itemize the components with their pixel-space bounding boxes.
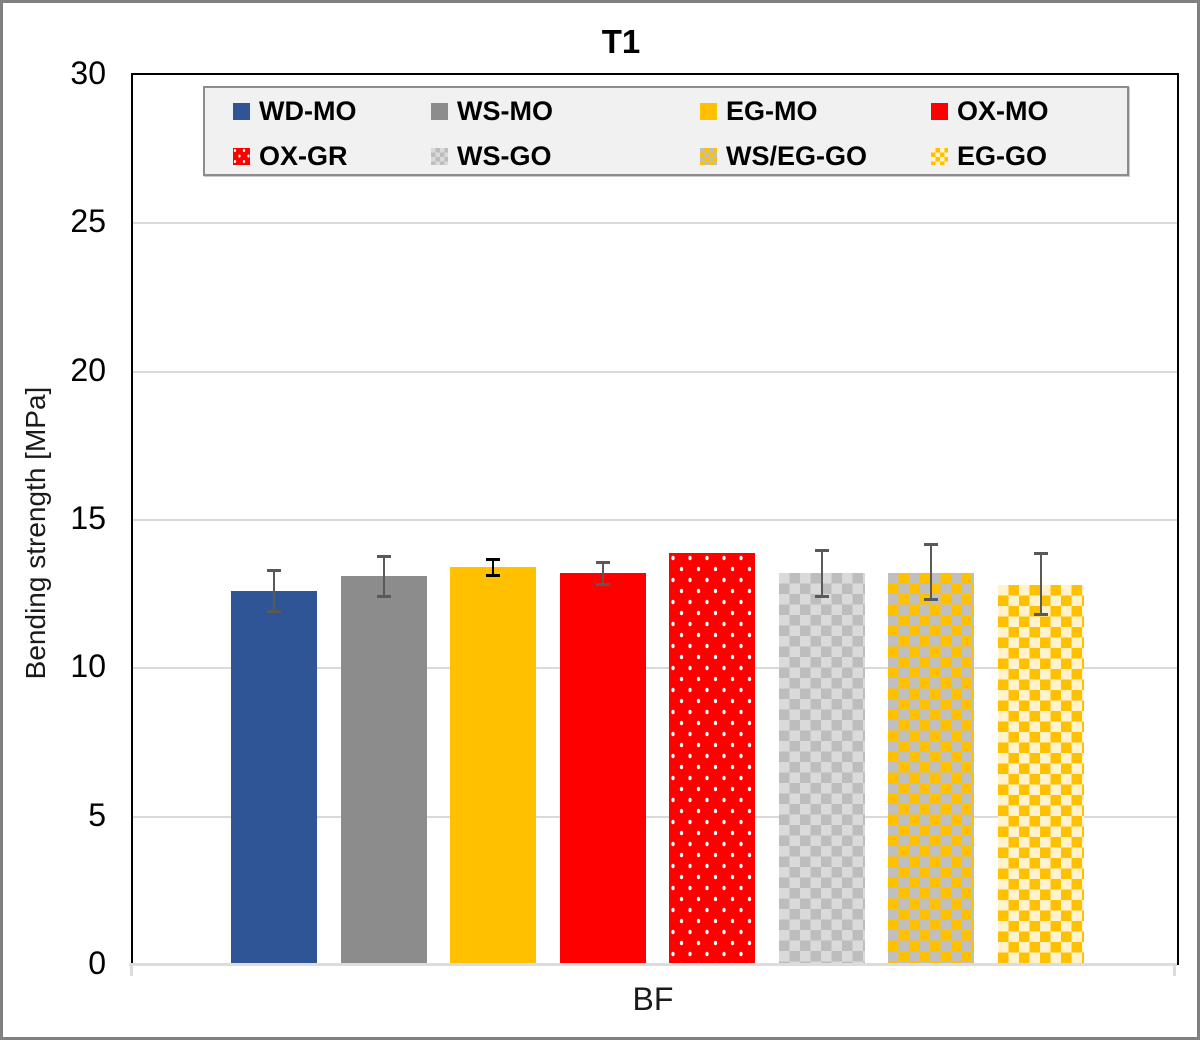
legend: WD-MO WS-MO EG-MO OX-MO OX-GR WS-GO WS/EG-GO EG… (203, 86, 1129, 176)
legend-swatch-icon (233, 147, 250, 165)
error-bar-cap-bottom (595, 583, 610, 587)
error-bar-line (492, 558, 495, 577)
legend-label: WD-MO (259, 95, 357, 126)
bar-ox-gr (669, 552, 756, 965)
error-bar-line (1039, 552, 1042, 615)
legend-item-eg-mo: EG-MO (700, 95, 818, 126)
legend-swatch-icon (233, 102, 250, 120)
gridline-25 (133, 222, 1177, 225)
error-bar-cap-top (486, 557, 501, 561)
legend-swatch-icon (700, 102, 717, 120)
legend-item-wd-mo: WD-MO (233, 95, 357, 126)
legend-swatch-icon (931, 147, 948, 165)
legend-swatch-icon (431, 102, 448, 120)
bar-ws-eg-go (888, 573, 975, 965)
legend-swatch-icon (700, 147, 717, 165)
bar-wd-mo (231, 591, 317, 965)
bar-eg-mo (450, 567, 537, 965)
legend-label: WS-GO (457, 140, 552, 171)
error-bar-cap-bottom (486, 574, 501, 578)
legend-label: EG-MO (726, 95, 818, 126)
plot-area (131, 73, 1179, 965)
y-tick-label-15: 15 (70, 500, 106, 536)
legend-label: OX-MO (957, 95, 1049, 126)
error-bar-line (382, 555, 385, 598)
legend-item-ws-eg-go: WS/EG-GO (700, 140, 867, 171)
y-tick-label-30: 30 (70, 55, 106, 91)
error-bar-line (930, 543, 933, 601)
error-bar-cap-top (267, 569, 281, 573)
legend-label: EG-GO (957, 140, 1048, 171)
bar-ws-go (778, 573, 865, 965)
legend-label: WS/EG-GO (726, 140, 867, 171)
legend-swatch-icon (931, 102, 948, 120)
gridline-5 (133, 815, 1177, 818)
y-tick-label-0: 0 (88, 945, 106, 981)
legend-label: WS-MO (457, 95, 553, 126)
gridline-20 (133, 370, 1177, 373)
axis-tick-left (130, 963, 133, 976)
legend-item-eg-go: EG-GO (931, 140, 1048, 171)
error-bar-cap-top (924, 542, 939, 546)
chart-title: T1 (601, 23, 641, 60)
bar-ws-mo (340, 576, 427, 965)
y-tick-label-20: 20 (70, 351, 106, 388)
legend-item-ox-gr: OX-GR (233, 140, 348, 171)
error-bar-cap-top (595, 560, 610, 564)
error-bar-line (601, 561, 604, 586)
gridline-15 (133, 519, 1177, 521)
bar-eg-go (997, 585, 1084, 965)
x-axis-label: BF (632, 981, 674, 1017)
legend-label: OX-GR (259, 140, 348, 171)
axis-tick-right (1173, 963, 1176, 976)
error-bar-cap-top (1033, 551, 1048, 555)
legend-item-ws-go: WS-GO (431, 140, 552, 171)
error-bar-cap-bottom (924, 598, 939, 602)
legend-item-ox-mo: OX-MO (931, 95, 1049, 126)
error-bar-cap-bottom (814, 595, 829, 599)
error-bar-line (820, 549, 823, 598)
bar-ox-mo (559, 573, 646, 965)
y-tick-label-25: 25 (70, 203, 106, 240)
legend-swatch-icon (431, 147, 448, 165)
error-bar-line (273, 570, 275, 612)
error-bar-cap-bottom (376, 595, 391, 599)
error-bar-cap-top (814, 548, 829, 552)
error-bar-cap-bottom (267, 609, 281, 613)
y-tick-label-5: 5 (88, 796, 106, 833)
gridline-10 (133, 667, 1177, 670)
y-tick-label-10: 10 (70, 648, 106, 685)
error-bar-cap-top (376, 554, 391, 558)
x-axis-baseline (129, 963, 1177, 966)
legend-item-ws-mo: WS-MO (431, 95, 553, 126)
error-bar-cap-bottom (1033, 612, 1048, 616)
